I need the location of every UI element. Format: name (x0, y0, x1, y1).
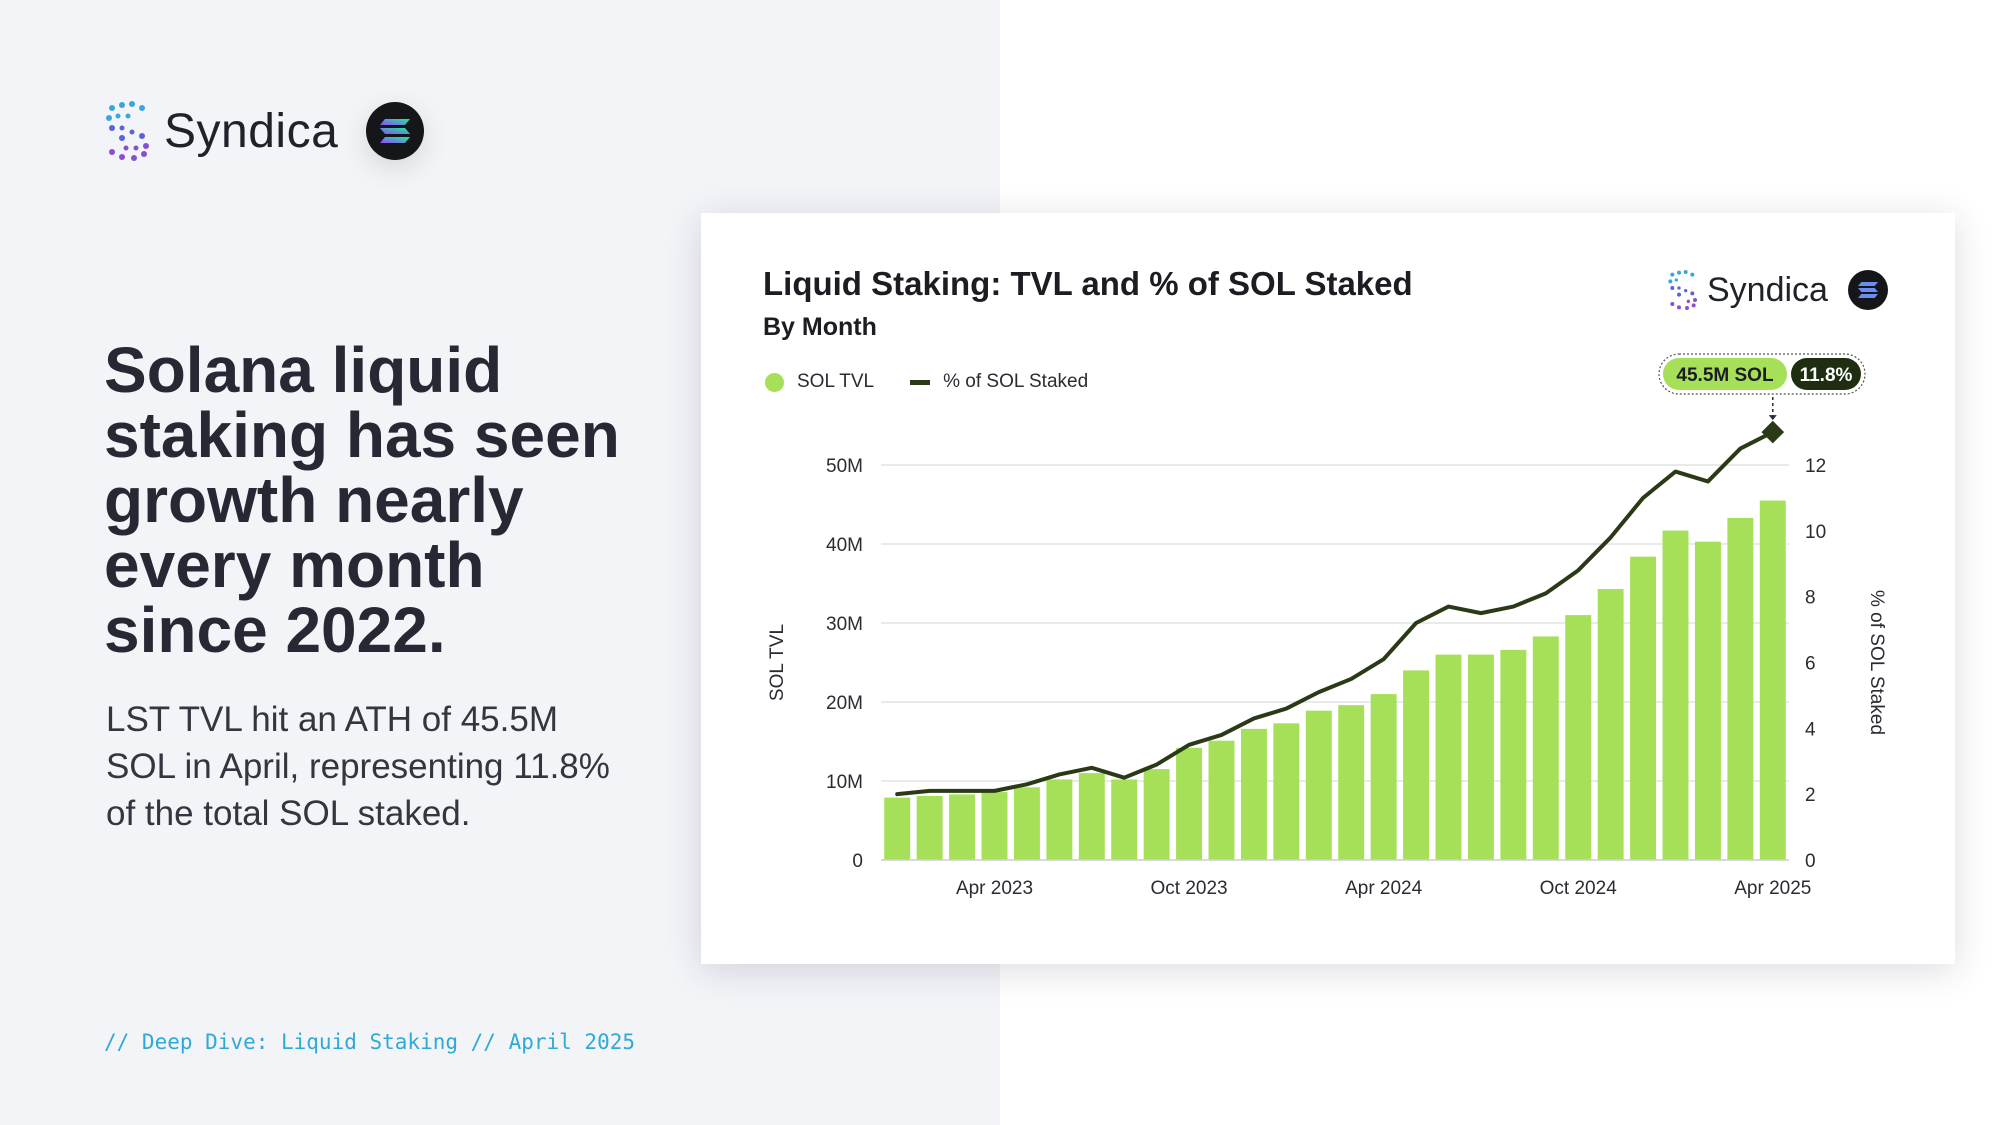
y-tick-label: 40M (826, 535, 863, 556)
y2-tick-label: 0 (1805, 851, 1816, 872)
legend-marker-tvl (765, 372, 784, 392)
subtext: LST TVL hit an ATH of 45.5M SOL in April… (106, 700, 610, 833)
chart-card: Liquid Staking: TVL and % of SOL Staked … (701, 213, 1955, 964)
bar-oct-2024 (1565, 615, 1592, 860)
y-axis-title: SOL TVL (767, 624, 788, 701)
chart-plot: 0 10M 20M 30M 40M 50M 0 2 4 6 8 10 12 SOL TVL % of SOL… (767, 353, 1887, 899)
bar-mar-2023 (949, 794, 976, 860)
bar-dec-2023 (1240, 728, 1267, 860)
x-tick-label: Apr 2023 (956, 878, 1033, 899)
annotation-tvl-label: 45.5M SOL (1676, 365, 1774, 386)
x-tick-label: Apr 2024 (1345, 878, 1423, 899)
bar-aug-2024 (1500, 649, 1527, 860)
bar-mar-2024 (1338, 705, 1365, 860)
y2-axis-title: % of SOL Staked (1866, 590, 1887, 735)
syndica-logo-icon (106, 101, 149, 161)
syndica-logo-icon-small (1668, 270, 1697, 310)
solana-badge-small (1847, 270, 1888, 310)
bar-jan-2024 (1273, 723, 1300, 860)
bar-feb-2023 (916, 796, 943, 860)
y2-tick-label: 12 (1805, 456, 1826, 477)
y2-tick-label: 10 (1805, 522, 1826, 543)
bar-dec-2024 (1630, 556, 1657, 860)
bar-jun-2024 (1435, 654, 1462, 860)
y-tick-label: 10M (826, 772, 863, 793)
bar-mar-2025 (1727, 517, 1754, 860)
chart-legend: SOL TVL % of SOL Staked (765, 371, 1088, 393)
y-tick-label: 20M (826, 693, 863, 714)
card-brand: Syndica (1667, 269, 1888, 311)
legend-marker-pct (910, 379, 931, 385)
bar-jun-2023 (1046, 779, 1073, 860)
footer-caption: // Deep Dive: Liquid Staking // April 20… (104, 1030, 636, 1054)
bar-oct-2023 (1176, 747, 1203, 860)
brand-header: Syndica (104, 100, 425, 162)
x-tick-label: Apr 2025 (1734, 878, 1811, 899)
y-tick-label: 50M (826, 456, 863, 477)
bar-feb-2025 (1694, 541, 1721, 860)
legend-label-tvl: SOL TVL (797, 371, 875, 392)
solana-icon (380, 119, 411, 143)
y2-tick-label: 2 (1805, 785, 1816, 806)
card-brand-name: Syndica (1707, 270, 1828, 309)
bar-nov-2023 (1208, 740, 1235, 860)
solana-badge (366, 102, 425, 160)
legend-label-pct: % of SOL Staked (943, 371, 1089, 392)
bar-sep-2023 (1143, 769, 1170, 860)
chart-title: Liquid Staking: TVL and % of SOL Staked (763, 265, 1413, 302)
bar-nov-2024 (1597, 589, 1624, 860)
chart-subtitle: By Month (763, 313, 877, 341)
bar-jul-2023 (1078, 773, 1105, 860)
annotation-tvl-pill (1663, 358, 1787, 390)
y2-tick-label: 8 (1805, 588, 1816, 609)
annotation-arrowhead (1768, 415, 1777, 421)
bar-apr-2023 (981, 792, 1008, 860)
annotation-pct-pill (1791, 358, 1861, 390)
bar-aug-2023 (1111, 779, 1138, 860)
annotation-point-marker (1761, 420, 1785, 444)
bar-jan-2025 (1662, 530, 1689, 860)
bar-apr-2025 (1759, 500, 1786, 860)
bar-may-2023 (1013, 787, 1040, 860)
annotation-pct-label: 11.8% (1800, 365, 1853, 386)
bar-jan-2023 (884, 797, 911, 860)
x-tick-label: Oct 2024 (1540, 878, 1618, 899)
y2-tick-label: 6 (1805, 654, 1816, 675)
brand-name: Syndica (164, 104, 339, 158)
y-tick-label: 30M (826, 614, 863, 635)
bar-feb-2024 (1305, 710, 1332, 860)
x-tick-label: Oct 2023 (1151, 878, 1228, 899)
y2-tick-label: 4 (1805, 719, 1816, 740)
bar-jul-2024 (1467, 654, 1494, 860)
line-pct-sol-staked (895, 430, 1775, 797)
headline: Solana liquid staking has seen growth ne… (104, 334, 620, 666)
bar-sep-2024 (1532, 636, 1559, 860)
bar-apr-2024 (1370, 694, 1397, 860)
bar-may-2024 (1403, 670, 1430, 860)
y-tick-label: 0 (852, 851, 863, 872)
solana-icon-small (1857, 282, 1878, 298)
